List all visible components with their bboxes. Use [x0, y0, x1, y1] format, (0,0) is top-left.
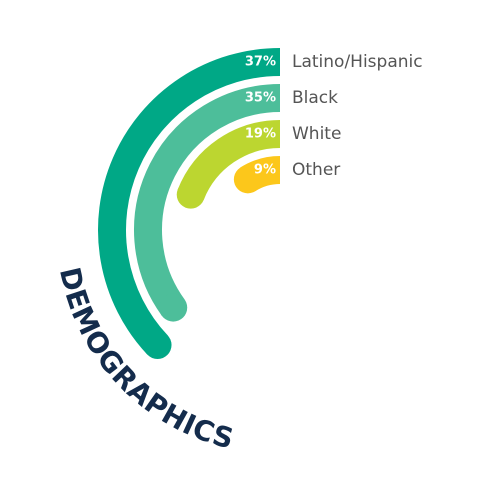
value-label: 37%: [245, 55, 276, 70]
arc-cap: [143, 331, 172, 360]
value-label: 19%: [245, 127, 276, 142]
arc-cap: [233, 165, 262, 194]
category-label: Latino/Hispanic: [292, 52, 423, 72]
arc-cap: [159, 293, 188, 322]
arc-bar: [134, 84, 281, 316]
value-label: 35%: [245, 91, 276, 106]
value-label: 9%: [254, 163, 276, 178]
arc-cap: [176, 180, 205, 209]
category-label: Black: [292, 88, 338, 108]
category-label: Other: [292, 160, 340, 180]
chart-title-path: DEMOGRAPHICS: [53, 264, 237, 455]
chart-title: DEMOGRAPHICS: [53, 264, 238, 455]
arc-bar: [98, 48, 281, 355]
category-label: White: [292, 124, 341, 144]
